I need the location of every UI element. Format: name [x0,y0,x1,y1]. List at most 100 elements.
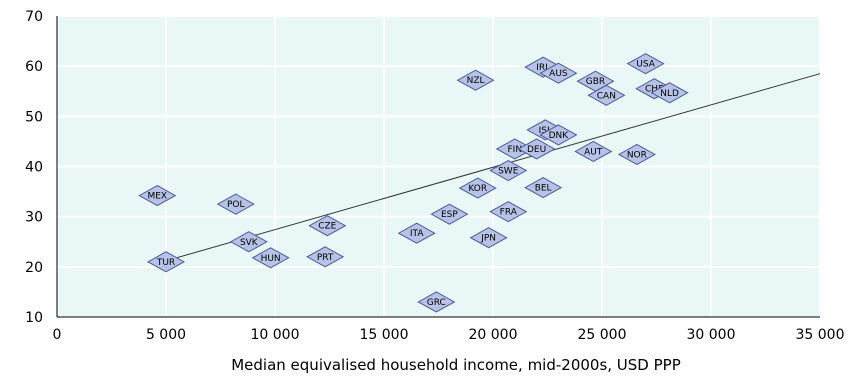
point-label: DNK [549,131,570,141]
point-hun: HUN [251,247,290,269]
point-deu: DEU [517,138,556,160]
x-tick-label: 35 000 [796,327,845,343]
axes [56,16,820,318]
point-label: IRL [536,63,550,73]
point-marker [539,62,578,84]
point-marker [397,222,436,244]
gridlines [57,15,821,317]
y-tick-label: 50 [25,109,43,125]
point-label: CZE [318,222,336,232]
x-tick-label: 20 000 [469,327,518,343]
point-label: PRT [317,253,334,263]
point-label: FRA [500,208,518,218]
x-tick-label: 0 [53,327,62,343]
point-label: CAN [597,91,616,101]
point-jpn: JPN [469,227,508,249]
point-label: ITA [410,229,424,239]
point-marker [138,185,177,207]
point-can: CAN [587,84,626,106]
point-label: GBR [586,77,605,87]
point-label: JPN [480,234,496,244]
point-nor: NOR [617,143,656,166]
point-marker [456,69,495,91]
point-marker [417,291,456,313]
trendline-group [165,73,821,262]
point-marker [574,140,613,163]
point-label: SWE [498,167,519,177]
point-grc: GRC [417,291,456,313]
y-tick-label: 60 [25,59,43,75]
point-bel: BEL [524,176,563,199]
point-marker [469,227,508,249]
point-cze: CZE [308,215,347,237]
point-usa: USA [626,53,665,75]
point-aut: AUT [574,140,613,163]
point-nzl: NZL [456,69,495,91]
point-label: NOR [627,150,647,160]
point-mex: MEX [138,185,177,207]
point-svk: SVK [229,231,268,253]
y-tick-label: 30 [25,210,43,226]
point-marker [617,143,656,166]
point-ita: ITA [397,222,436,244]
x-tick-label: 30 000 [687,327,736,343]
point-label: KOR [468,184,487,194]
x-tick-label: 15 000 [360,327,409,343]
point-marker [524,176,563,199]
point-nld: NLD [650,82,689,104]
point-label: ESP [441,210,458,220]
x-tick-label: 25 000 [578,327,627,343]
point-marker [489,159,528,182]
point-label: NZL [467,76,485,86]
point-tur: TUR [146,251,186,273]
point-marker [251,247,290,269]
point-label: USA [636,60,655,70]
y-tick-label: 70 [25,9,43,25]
x-axis-label: Median equivalised household income, mid… [231,356,681,374]
point-esp: ESP [430,203,469,225]
y-tick-label: 40 [25,160,43,176]
point-marker [146,251,186,273]
point-marker [430,203,469,225]
point-label: NLD [660,89,679,99]
point-label: DEU [527,145,546,155]
point-label: ISL [539,126,552,136]
point-fra: FRA [489,201,528,223]
point-marker [308,215,347,237]
point-label: SVK [240,238,259,248]
point-marker [306,246,345,268]
point-label: TUR [156,258,175,268]
point-prt: PRT [306,246,345,268]
point-label: FIN [508,145,523,155]
point-marker [650,82,689,104]
y-tick-label: 10 [25,310,43,326]
point-label: HUN [261,254,281,264]
point-aus: AUS [539,62,578,84]
point-pol: POL [216,193,255,215]
trendline [165,73,821,262]
point-label: AUT [584,147,603,157]
point-label: POL [227,200,245,210]
point-label: CHE [645,85,664,95]
point-label: GRC [427,298,446,308]
point-swe: SWE [489,159,528,182]
point-marker [458,177,497,199]
point-marker [517,138,556,160]
point-label: AUS [549,69,568,79]
point-marker [489,201,528,223]
point-marker [539,124,578,146]
x-tick-label: 5 000 [146,327,186,343]
point-marker [229,231,268,253]
point-marker [587,84,626,106]
y-tick-label: 20 [25,260,43,276]
point-marker [216,193,255,215]
point-label: BEL [535,184,552,194]
point-label: MEX [147,192,167,202]
point-dnk: DNK [539,124,578,146]
x-tick-label: 10 000 [251,327,300,343]
tick-labels: 0 5 000 10 000 15 000 20 000 25 000 30 000 35 0… [25,9,844,343]
point-kor: KOR [458,177,497,199]
